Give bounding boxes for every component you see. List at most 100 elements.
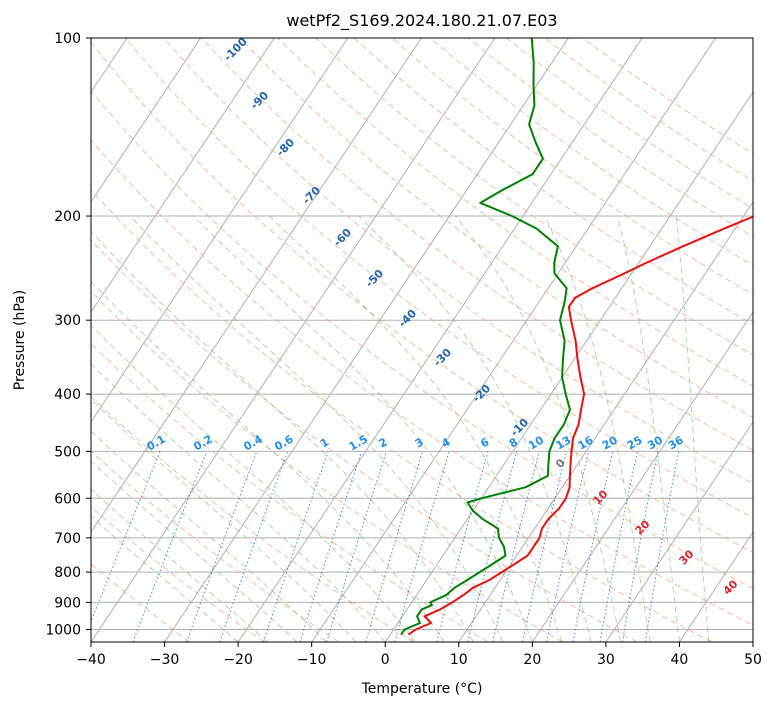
isotherm [752,641,753,642]
dry-adiabat [429,38,753,266]
dry-adiabat [277,38,753,387]
y-tick-label: 200 [54,209,81,225]
isotherm [91,38,349,423]
mixing-ratio-line [91,451,161,623]
mixing-ratio-line [644,451,680,642]
mixing-ratio-label: 2 [377,435,390,450]
mixing-ratio-line [186,451,258,642]
isotherm-label: -70 [300,184,323,207]
mixing-ratio-line [219,451,288,642]
y-axis-label: Pressure (hPa) [12,290,28,390]
isotherm-label: -90 [248,89,271,112]
isotherm [384,91,753,642]
temperature-profile [408,215,753,636]
isotherm [679,531,753,642]
moist-adiabat [91,398,357,642]
isotherm [311,38,716,642]
y-tick-label: 900 [54,595,81,611]
mixing-ratio-line [394,451,450,642]
moist-adiabat [192,215,533,642]
isotherm-label: -40 [396,307,419,330]
moist-adiabat [544,215,651,642]
isotherm [91,38,275,313]
x-tick-label: −10 [297,652,327,668]
skewt-background [91,38,753,642]
mixing-ratio-line [365,451,424,642]
dry-adiabat [582,38,753,155]
moist-adiabat-label: 40 [721,577,741,597]
dry-adiabat [91,90,753,589]
isotherm [458,201,753,642]
moist-adiabat [129,215,504,642]
dry-adiabat [91,41,753,554]
profiles [400,38,753,636]
dry-adiabat [315,38,753,356]
plot-frame [90,37,754,643]
x-axis-label: Temperature (°C) [361,681,483,697]
y-tick-label: 300 [54,313,81,329]
moist-adiabat [675,215,710,642]
mixing-ratio-line [263,451,329,642]
mixing-ratio-label: 16 [576,433,596,452]
moist-adiabat [91,515,239,642]
mixing-ratio-line [492,451,540,642]
y-tick-label: 700 [54,531,81,547]
moist-adiabat [91,488,268,642]
x-tick-label: 30 [597,652,615,668]
moist-adiabat-label: 0 [553,456,568,471]
mixing-ratio-line [299,451,363,642]
mixing-ratio-label: 25 [625,434,645,453]
isotherm [164,38,569,642]
dry-adiabat [391,38,753,296]
moist-adiabat [91,460,298,642]
isotherm-label: -80 [274,136,297,159]
mixing-ratio-line [436,451,489,642]
moist-adiabat [358,215,592,642]
mixing-ratio-line [599,451,638,642]
isotherm [531,311,753,642]
isotherm [605,421,753,642]
isotherm [91,38,422,533]
moist-adiabat [616,215,680,642]
moist-adiabat-label: 10 [591,487,611,507]
dry-adiabat [91,563,191,642]
y-tick-label: 500 [54,444,81,460]
x-tick-label: −30 [150,652,180,668]
dry-adiabat [239,38,753,419]
isotherm [237,38,643,642]
x-tick-label: 10 [450,652,468,668]
moist-adiabat [91,430,327,642]
x-tick-label: 40 [671,652,689,668]
dry-adiabat [91,239,638,642]
dry-adiabat [91,139,753,626]
isotherm-label: -100 [221,35,250,64]
dry-adiabat [91,450,340,642]
dry-adiabat [91,189,713,642]
isotherm-label: -60 [331,226,354,249]
dry-adiabat [91,342,489,642]
moist-adiabat-label: 20 [633,517,653,537]
moist-adiabat [91,280,445,642]
dry-adiabat [91,506,265,642]
mixing-ratio-label: 30 [645,433,665,452]
y-tick-label: 400 [54,387,81,403]
x-tick-label: −40 [76,652,106,668]
y-tick-label: 100 [54,31,81,47]
mixing-ratio-label: 0.1 [145,432,168,453]
isotherm [91,38,202,203]
dry-adiabat [91,396,414,642]
y-tick-label: 800 [54,565,81,581]
isotherm-label: -20 [470,382,493,405]
mixing-ratio-label: 0.2 [191,432,214,453]
x-tick-label: 20 [523,652,541,668]
moist-adiabat [91,324,415,642]
x-tick-label: 50 [744,652,762,668]
x-tick-label: 0 [381,652,390,668]
axes: −40 −30 −20 −10 0 10 20 30 40 5010020030040050060… [45,31,762,668]
y-tick-label: 600 [54,491,81,507]
moist-adiabat [268,215,563,642]
mixing-ratio-line [467,451,517,642]
dewpoint-profile [400,38,571,636]
mixing-ratio-label: 6 [478,435,491,450]
